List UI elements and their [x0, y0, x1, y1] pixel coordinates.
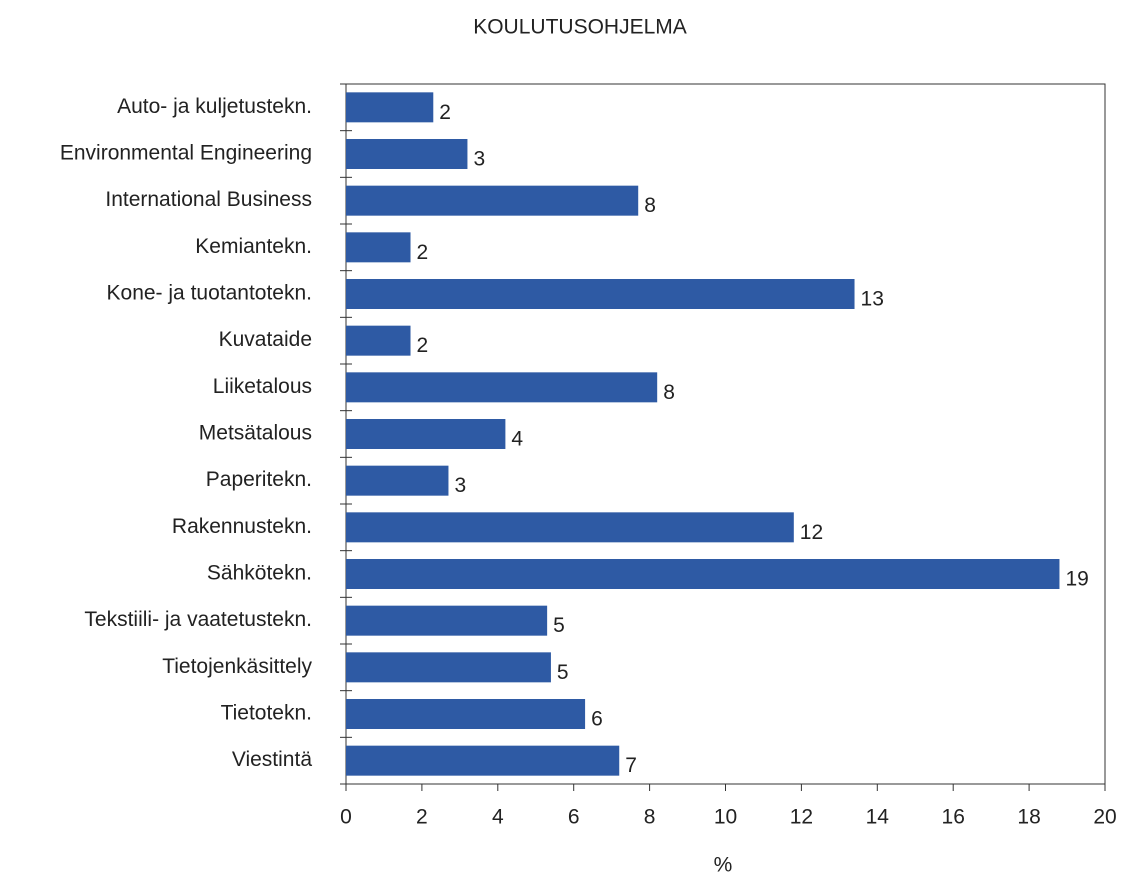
x-tick-label: 4 — [492, 806, 504, 829]
x-tick-label: 14 — [866, 806, 890, 829]
value-label: 3 — [454, 474, 466, 497]
x-tick-label: 10 — [714, 806, 737, 829]
y-tick-label: International Business — [105, 188, 312, 211]
bar — [346, 419, 506, 449]
value-label: 8 — [663, 381, 675, 404]
bar — [346, 139, 468, 169]
y-tick-label: Tekstiili- ja vaatetustekn. — [84, 608, 312, 631]
y-tick-label: Sähkötekn. — [207, 562, 312, 585]
value-label: 6 — [591, 708, 603, 731]
bar — [346, 745, 620, 776]
bar — [346, 185, 639, 216]
bar — [346, 232, 411, 263]
y-tick-label: Rakennustekn. — [172, 515, 312, 538]
x-tick-label: 18 — [1017, 806, 1040, 829]
value-label: 19 — [1065, 568, 1088, 591]
bar — [346, 372, 658, 403]
bar — [346, 92, 434, 123]
bar — [346, 465, 449, 496]
value-label: 5 — [553, 614, 565, 637]
y-tick-label: Kone- ja tuotantotekn. — [107, 282, 312, 305]
value-label: 4 — [511, 428, 523, 451]
y-tick-label: Environmental Engineering — [60, 142, 312, 165]
x-tick-label: 2 — [416, 806, 428, 829]
y-tick-label: Auto- ja kuljetustekn. — [117, 95, 312, 118]
value-label: 3 — [473, 148, 485, 171]
bar — [346, 325, 411, 356]
y-tick-label: Liiketalous — [213, 375, 312, 398]
y-tick-label: Kemiantekn. — [195, 235, 312, 258]
y-tick-label: Tietotekn. — [221, 702, 312, 725]
y-tick-label: Paperitekn. — [206, 468, 312, 491]
chart-title: KOULUTUSOHJELMA — [473, 16, 687, 39]
value-label: 2 — [439, 101, 451, 124]
value-label: 7 — [625, 754, 637, 777]
bar — [346, 279, 855, 309]
x-tick-label: 16 — [942, 806, 965, 829]
x-tick-label: 0 — [340, 806, 352, 829]
value-label: 5 — [557, 661, 569, 684]
value-label: 12 — [800, 521, 823, 544]
value-label: 13 — [861, 288, 884, 311]
bar — [346, 605, 548, 636]
bar — [346, 652, 551, 683]
x-tick-label: 12 — [790, 806, 813, 829]
x-tick-label: 6 — [568, 806, 580, 829]
bar — [346, 559, 1060, 589]
value-label: 2 — [417, 334, 429, 357]
x-tick-label: 20 — [1093, 806, 1116, 829]
y-tick-label: Viestintä — [232, 748, 312, 771]
x-tick-label: 8 — [644, 806, 656, 829]
bar — [346, 699, 586, 729]
bar — [346, 512, 794, 543]
value-label: 2 — [417, 241, 429, 264]
value-label: 8 — [644, 194, 656, 217]
y-tick-label: Kuvataide — [219, 328, 312, 351]
y-tick-label: Tietojenkäsittely — [162, 655, 312, 678]
y-tick-label: Metsätalous — [199, 422, 312, 445]
x-axis-label: % — [714, 854, 733, 876]
